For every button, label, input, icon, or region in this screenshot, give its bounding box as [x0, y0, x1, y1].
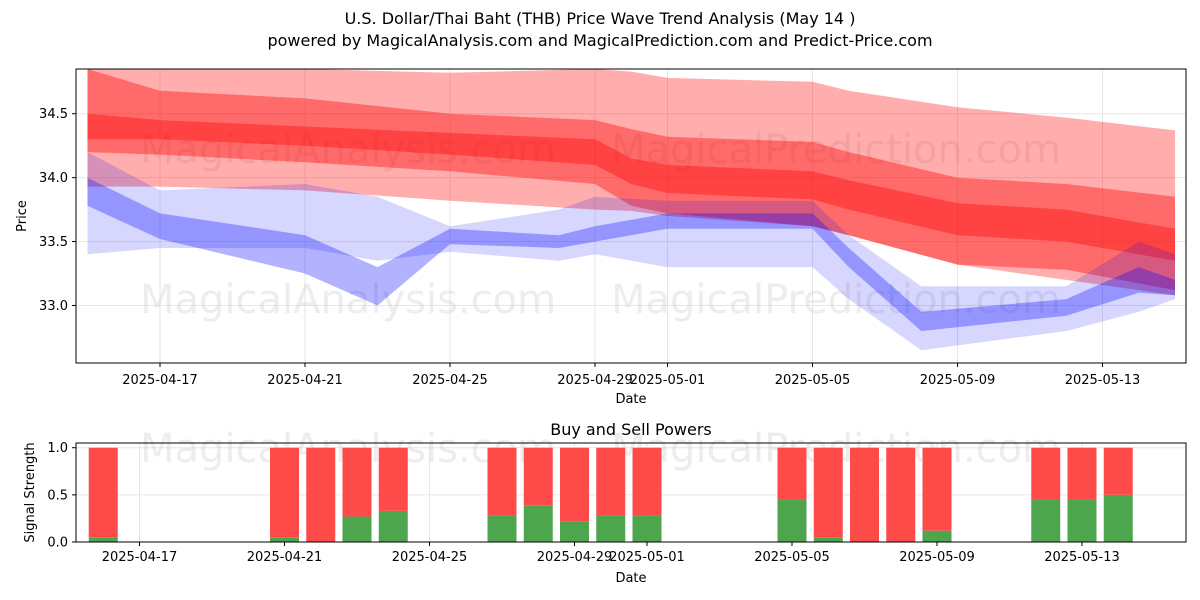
x-tick-label: 2025-05-05: [775, 373, 851, 388]
x-axis-label: Date: [615, 392, 646, 407]
power-axes-frame: [75, 442, 1187, 543]
x-axis-label: Date: [615, 571, 646, 586]
y-tick-label: 33.5: [39, 235, 68, 250]
x-tick-label: 2025-04-25: [412, 373, 488, 388]
power-panel: Buy and Sell PowersMagicalAnalysis.comMa…: [23, 420, 1187, 586]
watermark-text: MagicalAnalysis.com: [140, 127, 556, 173]
sell-bar: [378, 447, 408, 511]
watermark-text: MagicalPrediction.com: [611, 127, 1061, 173]
sell-bar: [560, 447, 589, 522]
buy-bar: [487, 515, 517, 542]
x-tick-label: 2025-05-01: [609, 550, 685, 565]
sell-bar: [270, 447, 299, 538]
buy-bar: [560, 521, 589, 542]
watermark-text: MagicalPrediction.com: [611, 277, 1061, 323]
y-tick-label: 34.0: [39, 171, 68, 186]
buy-bar: [1031, 499, 1061, 542]
buy-bar: [342, 516, 372, 542]
buy-bar: [777, 499, 807, 542]
x-tick-label: 2025-04-17: [122, 373, 198, 388]
buy-bar: [632, 515, 662, 542]
buy-bar: [378, 510, 408, 542]
sell-bar: [523, 447, 553, 506]
chart-subtitle: powered by MagicalAnalysis.com and Magic…: [267, 31, 933, 50]
bullish-band: [87, 113, 1175, 291]
price-axes-frame: [75, 68, 1187, 364]
x-tick-label: 2025-05-09: [899, 550, 975, 565]
buy-bar: [88, 537, 118, 542]
power-title: Buy and Sell Powers: [550, 420, 712, 439]
buy-bar: [523, 505, 553, 542]
sell-bar: [1103, 447, 1133, 495]
x-tick-label: 2025-04-21: [247, 550, 323, 565]
sell-bar: [487, 447, 517, 516]
x-tick-label: 2025-04-29: [557, 373, 633, 388]
y-axis-label: Signal Strength: [23, 442, 38, 542]
buy-bar: [270, 537, 299, 542]
y-tick-label: 0.0: [47, 536, 68, 551]
y-axis-label: Price: [15, 200, 30, 232]
sell-bar: [922, 447, 952, 531]
x-tick-label: 2025-04-17: [102, 550, 178, 565]
watermark-text: MagicalAnalysis.com: [140, 277, 556, 323]
y-tick-label: 34.5: [39, 107, 68, 122]
buy-bar: [1067, 499, 1097, 542]
sell-bar: [88, 447, 118, 538]
sell-bar: [850, 447, 879, 542]
y-tick-label: 33.0: [39, 299, 68, 314]
x-tick-label: 2025-05-13: [1044, 550, 1120, 565]
x-tick-label: 2025-04-25: [392, 550, 468, 565]
sell-bar: [886, 447, 916, 542]
y-tick-label: 0.5: [47, 488, 68, 503]
sell-bar: [813, 447, 843, 538]
buy-bar: [1103, 494, 1133, 542]
sell-bar: [1067, 447, 1097, 500]
trend-bands: [87, 69, 1175, 351]
x-tick-label: 2025-05-01: [630, 373, 706, 388]
y-tick-label: 1.0: [47, 441, 68, 456]
x-tick-label: 2025-05-05: [754, 550, 830, 565]
x-tick-label: 2025-04-21: [267, 373, 343, 388]
sell-bar: [777, 447, 807, 500]
sell-bar: [1031, 447, 1061, 500]
buy-bar: [922, 530, 952, 542]
sell-bar: [632, 447, 662, 516]
buy-bar: [813, 537, 843, 542]
sell-bar: [596, 447, 626, 516]
x-tick-label: 2025-05-09: [920, 373, 996, 388]
chart-title: U.S. Dollar/Thai Baht (THB) Price Wave T…: [344, 9, 856, 28]
x-tick-label: 2025-04-29: [537, 550, 613, 565]
x-tick-label: 2025-05-13: [1065, 373, 1141, 388]
bullish-band: [87, 69, 1175, 296]
buy-bar: [596, 515, 626, 542]
price-panel: MagicalAnalysis.com MagicalPrediction.com…: [15, 68, 1187, 407]
bearish-band: [87, 152, 1175, 351]
sell-bar: [342, 447, 372, 517]
bearish-band: [87, 177, 1175, 331]
sell-bar: [306, 447, 336, 542]
bullish-band: [87, 69, 1175, 261]
